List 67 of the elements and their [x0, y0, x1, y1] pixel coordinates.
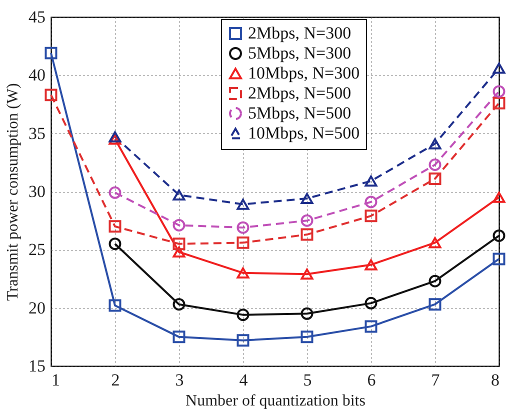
x-tick-label: 3: [175, 370, 184, 390]
point: [236, 198, 250, 210]
point: [236, 308, 250, 322]
point: [236, 236, 250, 249]
point: [364, 320, 378, 333]
point: [300, 192, 314, 204]
point: [364, 296, 378, 310]
point: [236, 267, 250, 278]
point: [172, 189, 186, 201]
point: [492, 229, 506, 242]
point: [236, 221, 250, 234]
legend-label: 5Mbps, N=300: [248, 44, 352, 62]
point: [172, 298, 186, 311]
x-tick-label: 6: [367, 370, 376, 390]
x-tick-label: 4: [239, 370, 248, 390]
y-tick-label: 35: [28, 124, 46, 143]
x-tick-label: 1: [52, 370, 60, 390]
point: [492, 252, 506, 266]
x-tick-label: 5: [303, 370, 312, 390]
y-tick-label: 15: [28, 356, 46, 376]
point: [364, 175, 378, 187]
point: [428, 237, 442, 248]
point: [44, 46, 58, 60]
point: [428, 158, 442, 171]
legend-label: 2Mbps, N=300: [248, 24, 352, 42]
point: [428, 138, 442, 150]
point: [108, 131, 122, 142]
x-tick-label: 2: [111, 370, 120, 390]
point: [108, 134, 122, 145]
legend-label: 10Mbps, N=300: [248, 64, 360, 82]
point: [428, 274, 442, 288]
point: [492, 96, 506, 110]
point: [300, 307, 314, 320]
point: [172, 238, 186, 250]
point: [492, 62, 506, 74]
point: [300, 214, 314, 227]
point: [428, 172, 442, 185]
legend-label: 10Mbps, N=500: [248, 124, 360, 142]
y-tick-label: 30: [28, 182, 46, 201]
point: [300, 330, 314, 344]
legend-label: 5Mbps, N=500: [248, 104, 352, 122]
y-tick-label: 45: [28, 8, 46, 26]
y-tick-label: 40: [28, 66, 46, 85]
point: [492, 192, 506, 203]
point: [364, 210, 378, 222]
point: [364, 196, 378, 208]
point: [172, 246, 186, 258]
point: [108, 238, 122, 250]
point: [172, 219, 186, 232]
point: [44, 88, 58, 102]
y-tick-label: 20: [28, 298, 46, 318]
point: [108, 220, 122, 233]
point: [492, 85, 506, 98]
x-tick-label: 8: [491, 370, 500, 390]
point: [300, 268, 314, 280]
y-axis-title: Transmit power consumption (W): [4, 83, 22, 301]
y-tick-label: 25: [28, 240, 46, 260]
x-tick-label: 7: [431, 370, 440, 390]
point: [300, 228, 314, 241]
point: [428, 298, 442, 311]
legend-label: 2Mbps, N=500: [248, 84, 352, 102]
point: [236, 334, 250, 347]
point: [108, 186, 122, 199]
point: [172, 330, 186, 344]
x-axis-title: Number of quantization bits: [186, 392, 366, 410]
point: [364, 259, 378, 270]
point: [108, 299, 122, 312]
